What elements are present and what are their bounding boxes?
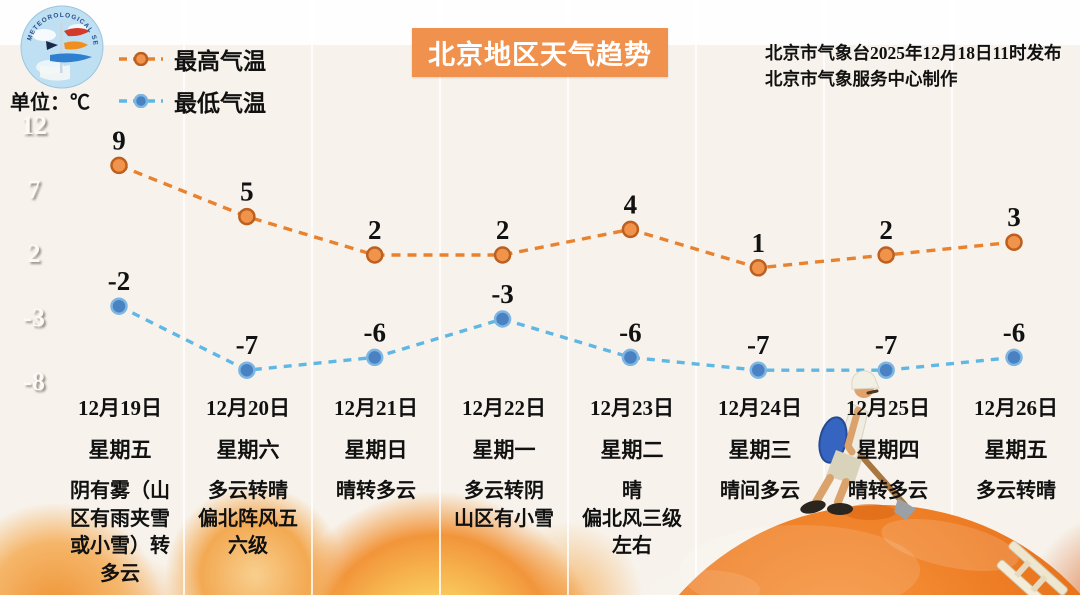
data-point bbox=[110, 156, 128, 175]
y-tick: 2 bbox=[27, 239, 41, 268]
data-point bbox=[238, 207, 256, 226]
weekday-label: 星期日 bbox=[344, 439, 408, 462]
date-label: 12月23日 bbox=[590, 396, 674, 420]
date-label: 12月24日 bbox=[718, 396, 802, 420]
publisher-info: 北京市气象台2025年12月18日11时发布 北京市气象服务中心制作 bbox=[765, 40, 1062, 93]
weekday-label: 星期五 bbox=[88, 439, 152, 462]
data-point bbox=[877, 361, 895, 379]
day-column: 12月23日 星期二 晴 偏北风三级 左右 bbox=[568, 393, 696, 588]
weather-description: 晴间多云 bbox=[720, 480, 800, 502]
legend-min-label: 最低气温 bbox=[174, 90, 266, 116]
grid-separator bbox=[951, 0, 953, 595]
weather-description: 多云转晴 bbox=[976, 480, 1056, 502]
day-column: 12月21日 星期日 晴转多云 bbox=[312, 393, 440, 588]
ladder-icon bbox=[996, 540, 1068, 595]
series-line-max bbox=[118, 163, 1015, 270]
data-point bbox=[749, 361, 768, 379]
data-point bbox=[1005, 348, 1023, 367]
value-label: -7 bbox=[875, 330, 898, 360]
date-label: 12月19日 bbox=[78, 396, 162, 420]
day-column: 12月19日 星期五 阴有雾（山 区有雨夹雪 或小雪）转 多云 bbox=[56, 393, 184, 588]
weather-description: 多云转晴 偏北阵风五 六级 bbox=[198, 480, 298, 558]
day-column: 12月25日 星期四 晴转多云 bbox=[824, 393, 952, 588]
value-label: 1 bbox=[752, 228, 766, 258]
value-label: 2 bbox=[496, 215, 510, 245]
grid-separator bbox=[823, 0, 825, 595]
value-label: -6 bbox=[1003, 317, 1026, 347]
value-label: -2 bbox=[108, 266, 131, 296]
value-label: 9 bbox=[112, 125, 126, 155]
min-temp-marker-icon bbox=[119, 94, 163, 108]
page-title: 北京地区天气趋势 bbox=[412, 28, 668, 77]
data-point bbox=[749, 259, 768, 277]
day-column: 12月20日 星期六 多云转晴 偏北阵风五 六级 bbox=[184, 393, 312, 588]
unit-label: 单位：℃ bbox=[10, 92, 90, 114]
value-label: -6 bbox=[363, 317, 386, 347]
grid-separator bbox=[695, 0, 697, 595]
grid-separator bbox=[439, 0, 441, 595]
weather-description: 晴 偏北风三级 左右 bbox=[582, 480, 682, 558]
weekday-label: 星期二 bbox=[600, 439, 664, 462]
legend-max-temp: 最高气温 bbox=[118, 42, 266, 76]
legend-min-temp: 最低气温 bbox=[118, 84, 266, 118]
data-point bbox=[110, 297, 128, 315]
x-axis-columns: 12月19日 星期五 阴有雾（山 区有雨夹雪 或小雪）转 多云 12月20日 星… bbox=[56, 393, 1080, 588]
day-column: 12月24日 星期三 晴间多云 bbox=[696, 393, 824, 588]
day-column: 12月26日 星期五 多云转晴 bbox=[952, 393, 1080, 588]
data-point bbox=[877, 246, 895, 264]
value-label: -7 bbox=[236, 330, 259, 360]
grid-separator bbox=[311, 0, 313, 595]
value-label: -3 bbox=[491, 279, 514, 309]
data-point bbox=[493, 310, 512, 328]
value-label: 2 bbox=[368, 215, 382, 245]
value-label: -6 bbox=[619, 317, 642, 347]
y-tick: -3 bbox=[23, 303, 45, 332]
data-point bbox=[365, 348, 384, 367]
weekday-label: 星期五 bbox=[984, 439, 1048, 462]
weekday-label: 星期六 bbox=[216, 439, 280, 462]
grid-separator bbox=[183, 0, 185, 595]
data-point bbox=[365, 246, 384, 264]
data-point bbox=[1005, 233, 1023, 251]
value-label: 5 bbox=[240, 177, 254, 207]
meteorological-service-logo: METEOROLOGICAL SERVICE bbox=[20, 5, 104, 89]
data-point bbox=[621, 220, 640, 239]
date-label: 12月22日 bbox=[462, 396, 546, 420]
data-point bbox=[621, 348, 640, 367]
data-point bbox=[238, 361, 256, 379]
max-temp-marker-icon bbox=[119, 52, 163, 66]
date-label: 12月26日 bbox=[974, 396, 1058, 420]
y-tick: 7 bbox=[27, 175, 41, 204]
weather-description: 阴有雾（山 区有雨夹雪 或小雪）转 多云 bbox=[70, 480, 170, 585]
weekday-label: 星期四 bbox=[856, 439, 920, 462]
weather-description: 晴转多云 bbox=[848, 480, 928, 502]
y-tick: 12 bbox=[21, 111, 47, 140]
value-label: 2 bbox=[879, 215, 893, 245]
date-label: 12月25日 bbox=[846, 396, 930, 420]
legend-max-label: 最高气温 bbox=[174, 48, 266, 74]
weather-description: 晴转多云 bbox=[336, 480, 416, 502]
grid-separator bbox=[567, 0, 569, 595]
value-label: 3 bbox=[1007, 202, 1021, 232]
publisher-line1: 北京市气象台2025年12月18日11时发布 bbox=[765, 43, 1062, 63]
data-point bbox=[493, 246, 512, 264]
chart-legend: 最高气温 最低气温 bbox=[118, 42, 266, 126]
weekday-label: 星期一 bbox=[472, 439, 536, 462]
date-label: 12月21日 bbox=[334, 396, 418, 420]
weather-description: 多云转阴 山区有小雪 bbox=[454, 480, 554, 530]
value-label: 4 bbox=[624, 189, 638, 219]
date-label: 12月20日 bbox=[206, 396, 290, 420]
day-column: 12月22日 星期一 多云转阴 山区有小雪 bbox=[440, 393, 568, 588]
y-tick: -8 bbox=[23, 367, 45, 396]
value-label: -7 bbox=[747, 330, 770, 360]
weekday-label: 星期三 bbox=[728, 439, 792, 462]
publisher-line2: 北京市气象服务中心制作 bbox=[765, 69, 958, 90]
series-line-min bbox=[118, 304, 1015, 372]
